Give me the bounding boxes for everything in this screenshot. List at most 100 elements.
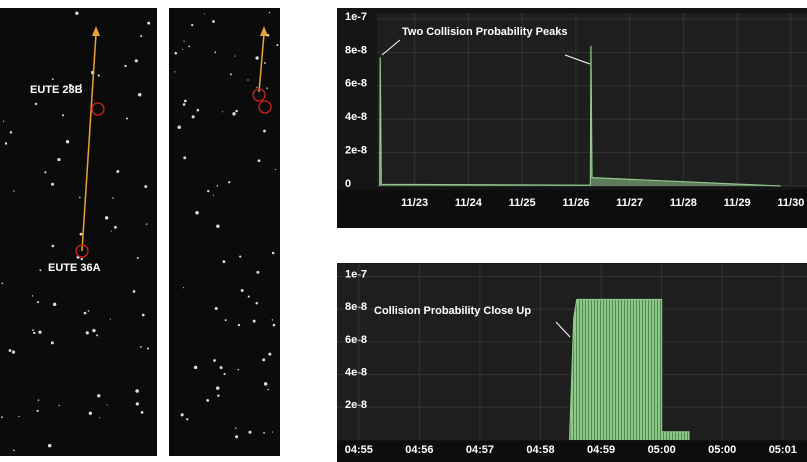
star (147, 22, 150, 25)
star (81, 258, 83, 260)
star (116, 170, 119, 173)
star (38, 331, 41, 334)
y-tick-label: 4e-8 (345, 367, 367, 379)
star (258, 159, 261, 162)
star (79, 197, 81, 199)
star (138, 93, 142, 97)
x-tick-label: 11/30 (777, 197, 804, 209)
annotation: Collision Probability Close Up (374, 305, 531, 317)
star (137, 257, 139, 259)
star (269, 12, 270, 13)
star (52, 245, 55, 248)
star (111, 231, 112, 232)
y-tick-label: 6e-8 (345, 78, 367, 90)
star (276, 44, 278, 46)
star (191, 24, 193, 26)
star (183, 103, 186, 106)
star (32, 329, 34, 331)
x-tick-label: 05:01 (769, 444, 797, 456)
star (222, 111, 223, 112)
y-tick-label: 1e-7 (345, 11, 367, 23)
star (57, 158, 60, 161)
y-tick-label: 4e-8 (345, 111, 367, 123)
star (268, 353, 271, 356)
star (272, 432, 273, 433)
star (225, 319, 227, 321)
star (216, 225, 219, 228)
x-tick-label: 11/23 (401, 197, 428, 209)
x-tick-label: 05:00 (648, 444, 676, 456)
star (183, 41, 184, 42)
star (5, 142, 7, 144)
x-tick-label: 11/25 (509, 197, 536, 209)
star (146, 223, 147, 224)
star (52, 78, 54, 80)
star (136, 402, 139, 405)
star (32, 295, 33, 296)
star (188, 46, 190, 48)
x-tick-label: 05:00 (708, 444, 736, 456)
star (98, 74, 100, 76)
star (192, 115, 195, 118)
star (12, 350, 15, 353)
star (238, 369, 240, 371)
star (235, 435, 238, 438)
star (223, 260, 226, 263)
star (238, 324, 240, 326)
star (105, 216, 108, 219)
star (216, 386, 220, 390)
annotation: Two Collision Probability Peaks (402, 26, 567, 38)
x-tick-label: 04:57 (466, 444, 494, 456)
star (133, 290, 136, 293)
star (262, 358, 265, 361)
star (204, 13, 205, 14)
star (140, 346, 142, 348)
y-tick-label: 0 (345, 178, 351, 190)
star (194, 366, 198, 370)
star (230, 73, 232, 75)
screen: EUTE 28B EUTE 36A 02e-84e-86e-88e-81e-71… (0, 0, 807, 462)
star (135, 389, 139, 393)
star (247, 79, 248, 80)
star (272, 252, 275, 255)
star (217, 394, 219, 396)
star (35, 103, 37, 105)
star (197, 109, 200, 112)
star (267, 389, 268, 390)
x-tick-label: 11/28 (670, 197, 697, 209)
star (124, 65, 126, 67)
star (13, 190, 14, 191)
y-tick-label: 8e-8 (345, 301, 367, 313)
star (142, 314, 145, 317)
star (140, 35, 142, 37)
star (256, 87, 257, 88)
star (264, 62, 266, 64)
star (184, 100, 187, 103)
star (97, 394, 100, 397)
star (235, 110, 238, 113)
y-tick-label: 1e-7 (345, 268, 367, 280)
star (178, 126, 181, 129)
star (232, 112, 235, 115)
x-tick-label: 11/27 (616, 197, 643, 209)
star (255, 302, 257, 304)
star (37, 301, 39, 303)
star (39, 269, 41, 271)
star-image (0, 8, 157, 456)
axis-strip (337, 190, 807, 228)
star (112, 197, 114, 199)
star (207, 190, 209, 192)
star (275, 169, 276, 170)
star (224, 373, 226, 375)
star (206, 399, 209, 402)
star (37, 410, 39, 412)
star (228, 181, 230, 183)
x-tick-label: 04:55 (345, 444, 373, 456)
star (13, 450, 15, 452)
y-tick-label: 2e-8 (345, 399, 367, 411)
star (220, 366, 223, 369)
star (248, 295, 250, 297)
star (183, 287, 184, 288)
star (174, 71, 175, 72)
